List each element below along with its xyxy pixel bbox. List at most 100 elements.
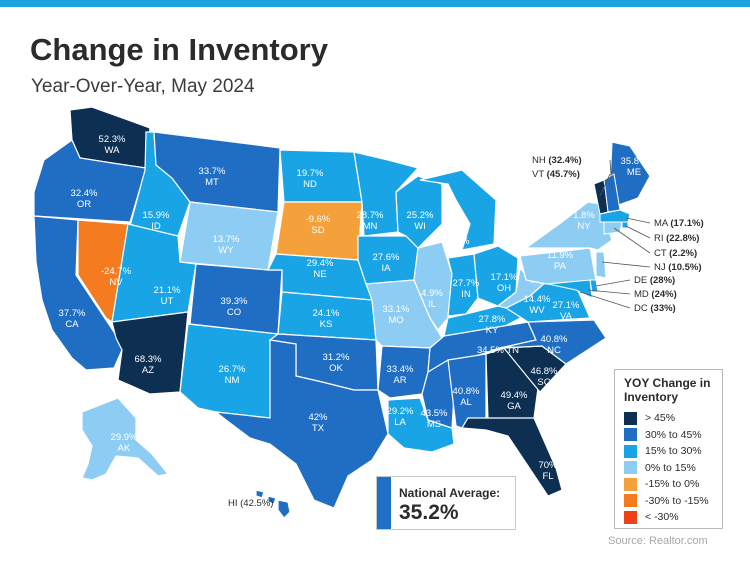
state-abbr-ne: NE bbox=[313, 269, 326, 280]
state-nj bbox=[595, 251, 607, 279]
state-abbr-mi: MI bbox=[451, 247, 462, 258]
state-value-wi: 25.2% bbox=[407, 210, 434, 221]
leader-ri bbox=[625, 225, 651, 239]
top-accent-bar bbox=[0, 0, 750, 7]
leader-ct bbox=[613, 227, 651, 254]
state-label-pa: 11.9%PA bbox=[547, 250, 574, 272]
state-abbr-wy: WY bbox=[218, 245, 234, 256]
state-value-me: 35.8% bbox=[621, 156, 648, 167]
state-label-co: 39.3%CO bbox=[221, 296, 248, 318]
legend-label: < -30% bbox=[645, 511, 679, 523]
state-abbr-nv: NV bbox=[109, 277, 123, 288]
state-value-ks: 24.1% bbox=[313, 308, 340, 319]
state-abbr-il: IL bbox=[428, 299, 436, 310]
legend-item: -15% to 0% bbox=[624, 477, 699, 491]
legend-swatch bbox=[624, 461, 637, 474]
callout-nj: NJ (10.5%) bbox=[654, 262, 702, 273]
state-value-mn: 28.7% bbox=[357, 210, 384, 221]
state-value-il: 4.9% bbox=[421, 288, 443, 299]
national-average-value: 35.2% bbox=[399, 501, 459, 524]
state-abbr-ms: MS bbox=[427, 419, 441, 430]
state-abbr-tx: TX bbox=[312, 423, 325, 434]
state-abbr-oh: OH bbox=[497, 283, 511, 294]
state-fl bbox=[460, 417, 563, 497]
state-label-mt: 33.7%MT bbox=[199, 166, 226, 188]
state-label-va: 27.1%VA bbox=[553, 300, 580, 322]
state-value-oh: 17.1% bbox=[491, 272, 518, 283]
state-abbr-wi: WI bbox=[414, 221, 426, 232]
state-abbr-ut: UT bbox=[161, 296, 174, 307]
state-label-tn: 34.5% TN bbox=[477, 345, 519, 356]
state-value-tn: 34.5% TN bbox=[477, 345, 519, 356]
state-value-ar: 33.4% bbox=[387, 364, 414, 375]
state-value-al: 40.8% bbox=[453, 386, 480, 397]
legend-label: -30% to -15% bbox=[645, 494, 709, 507]
state-la bbox=[387, 397, 455, 453]
state-abbr-ia: IA bbox=[382, 263, 392, 274]
state-abbr-id: ID bbox=[151, 221, 161, 232]
state-co bbox=[189, 263, 283, 335]
state-abbr-ak: AK bbox=[118, 443, 131, 454]
legend-label: 30% to 45% bbox=[645, 428, 702, 441]
legend-swatch bbox=[624, 428, 637, 441]
state-value-la: 29.2% bbox=[387, 406, 414, 417]
state-az bbox=[111, 311, 189, 395]
state-label-or: 32.4%OR bbox=[71, 188, 98, 210]
state-value-ga: 49.4% bbox=[501, 390, 528, 401]
national-average-box: National Average: 35.2% bbox=[376, 476, 516, 530]
state-label-az: 68.3%AZ bbox=[135, 354, 162, 376]
state-or bbox=[33, 139, 147, 223]
legend-label: -15% to 0% bbox=[645, 478, 700, 490]
state-label-ca: 37.7%CA bbox=[59, 308, 86, 330]
state-label-sd: -9.6%SD bbox=[306, 214, 331, 236]
state-label-ak: 29.9%AK bbox=[111, 432, 138, 454]
state-value-wv: 14.4% bbox=[524, 294, 551, 305]
state-abbr-az: AZ bbox=[142, 365, 154, 376]
national-average-label: National Average: bbox=[399, 486, 501, 500]
state-value-mt: 33.7% bbox=[199, 166, 226, 177]
state-wi bbox=[395, 175, 443, 249]
state-label-ny: 1.8%NY bbox=[573, 210, 595, 232]
state-ri bbox=[621, 221, 629, 229]
state-value-pa: 11.9% bbox=[547, 250, 574, 261]
state-abbr-la: LA bbox=[394, 417, 406, 428]
state-abbr-ok: OK bbox=[329, 363, 343, 374]
state-abbr-sc: SC bbox=[537, 377, 550, 388]
legend-item: 0% to 15% bbox=[624, 461, 696, 475]
state-label-oh: 17.1%OH bbox=[491, 272, 518, 294]
state-value-nd: 19.7% bbox=[297, 168, 324, 179]
state-label-ok: 31.2%OK bbox=[323, 352, 350, 374]
state-label-wi: 25.2%WI bbox=[407, 210, 434, 232]
legend-item: -30% to -15% bbox=[624, 494, 709, 508]
state-abbr-ar: AR bbox=[393, 375, 406, 386]
state-mi bbox=[419, 169, 497, 251]
state-abbr-fl: FL bbox=[542, 471, 553, 482]
state-label-ga: 49.4%GA bbox=[501, 390, 528, 412]
leader-dc bbox=[579, 291, 631, 309]
state-label-wa: 52.3%WA bbox=[99, 134, 126, 156]
state-value-nv: -24.7% bbox=[101, 266, 132, 277]
state-value-ky: 27.8% bbox=[479, 314, 506, 325]
leader-ma bbox=[625, 217, 651, 224]
state-label-ks: 24.1%KS bbox=[313, 308, 340, 330]
state-label-id: 15.9%ID bbox=[143, 210, 170, 232]
state-value-ms: 43.5% bbox=[421, 408, 448, 419]
legend-label: 0% to 15% bbox=[645, 461, 696, 474]
legend-item: > 45% bbox=[624, 411, 675, 425]
state-label-ms: 43.5%MS bbox=[421, 408, 448, 430]
state-abbr-ky: KY bbox=[486, 325, 499, 336]
state-value-co: 39.3% bbox=[221, 296, 248, 307]
state-abbr-wv: WV bbox=[529, 305, 545, 316]
state-ca bbox=[33, 215, 123, 371]
state-abbr-me: ME bbox=[627, 167, 641, 178]
state-nv bbox=[77, 219, 129, 324]
state-label-hi: HI (42.5%) bbox=[228, 498, 273, 509]
legend-swatch bbox=[624, 444, 637, 458]
state-value-nm: 26.7% bbox=[219, 364, 246, 375]
callout-ri: RI (22.8%) bbox=[654, 233, 699, 244]
callout-de: DE (28%) bbox=[634, 275, 675, 286]
callout-md: MD (24%) bbox=[634, 289, 677, 300]
state-label-ne: 29.4%NE bbox=[307, 258, 334, 280]
state-label-ia: 27.6%IA bbox=[373, 252, 400, 274]
leader-de bbox=[595, 279, 631, 287]
